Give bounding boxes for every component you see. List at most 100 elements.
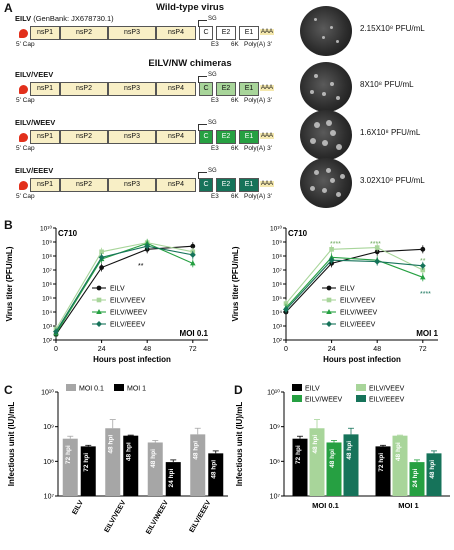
structural-protein-segment: E1 bbox=[239, 82, 259, 96]
sg-label: SG bbox=[208, 168, 217, 174]
y-tick-label: 10⁸ bbox=[42, 254, 52, 261]
y-tick-label: 10³ bbox=[43, 324, 53, 331]
plaque-spot bbox=[336, 144, 342, 150]
bar-label: 48 hpi bbox=[312, 435, 319, 454]
construct-name-text: EILV/WEEV bbox=[15, 118, 56, 127]
bar-label: 48 hpi bbox=[193, 441, 200, 460]
five-prime-cap-label: 5' Cap bbox=[16, 41, 35, 48]
point-marker bbox=[96, 309, 102, 314]
6k-label: 6K bbox=[231, 97, 239, 104]
y-tick-label: 10⁷ bbox=[44, 494, 55, 501]
plaque-spot bbox=[326, 120, 332, 126]
bar-label: 72 hpi bbox=[83, 453, 90, 472]
category-label: EILV bbox=[71, 499, 85, 516]
legend-label: EILV/WEEV bbox=[110, 310, 148, 317]
point-marker bbox=[326, 309, 332, 314]
x-tick-label: 72 bbox=[189, 346, 197, 353]
y-tick-label: 10⁸ bbox=[43, 459, 54, 466]
e3-label: E3 bbox=[211, 97, 219, 104]
titer-value: 1.6X10⁸ PFU/mL bbox=[360, 128, 421, 137]
bar-label: 48 hpi bbox=[108, 435, 115, 454]
ns-protein-segment: nsP4 bbox=[156, 82, 196, 96]
point-marker bbox=[326, 321, 332, 327]
plaque-spot bbox=[310, 186, 315, 191]
legend-label: MOI 1 bbox=[127, 386, 146, 393]
point-marker bbox=[96, 321, 102, 327]
point-marker bbox=[374, 258, 381, 265]
legend-swatch bbox=[356, 395, 366, 402]
bar-chart-by-virus: 10⁷ 10⁸ 10⁹ 10¹⁰ Infectious unit (IU)/mL 72 h… bbox=[7, 384, 228, 536]
bar bbox=[326, 442, 342, 496]
genbank-accession: (GenBank: JX678730.1) bbox=[31, 14, 114, 23]
y-axis-label: Infectious unit (IU)/mL bbox=[235, 402, 244, 487]
point-marker bbox=[420, 267, 426, 273]
legend-label: EILV/EEEV bbox=[340, 322, 376, 329]
polya-label: Poly(A) 3' bbox=[244, 97, 272, 104]
point-marker bbox=[420, 246, 426, 252]
series-line bbox=[285, 248, 423, 313]
plaque-spot bbox=[326, 168, 331, 173]
legend-swatch bbox=[292, 395, 302, 402]
bar-label: 48 hpi bbox=[429, 460, 436, 479]
series-line bbox=[285, 247, 424, 304]
legend-label: EILV/VEEV bbox=[369, 386, 405, 393]
legend-label: EILV/WEEV bbox=[305, 397, 343, 404]
y-tick-label: 10⁷ bbox=[42, 268, 52, 275]
ns-protein-segment: nsP3 bbox=[108, 82, 156, 96]
point-marker bbox=[53, 328, 59, 335]
bar bbox=[147, 442, 163, 496]
bar bbox=[375, 446, 391, 496]
bar-label: 72 hpi bbox=[378, 453, 385, 472]
cell-line-label: C710 bbox=[58, 229, 78, 238]
construct-name: EILV (GenBank: JX678730.1) bbox=[15, 14, 114, 23]
point-marker bbox=[190, 243, 196, 249]
y-tick-label: 10² bbox=[273, 338, 283, 345]
structural-protein-segment: C bbox=[199, 178, 213, 192]
legend-label: EILV bbox=[110, 286, 125, 293]
bar-label: 48 hpi bbox=[395, 442, 402, 461]
bar bbox=[105, 428, 121, 496]
bar bbox=[190, 434, 206, 496]
bar bbox=[426, 453, 442, 496]
bar bbox=[292, 438, 308, 496]
ns-protein-segment: nsP3 bbox=[108, 178, 156, 192]
bar-label: 48 hpi bbox=[329, 449, 336, 468]
point-marker bbox=[189, 251, 196, 258]
construct-name-text: EILV bbox=[15, 14, 32, 23]
panel-label-b: B bbox=[4, 218, 13, 232]
structural-protein-segment: E1 bbox=[239, 130, 259, 144]
plaque-spot bbox=[330, 178, 335, 183]
ns-protein-segment: nsP2 bbox=[60, 130, 108, 144]
polya-tail: AAA bbox=[260, 181, 275, 187]
cap-icon bbox=[19, 29, 28, 38]
x-tick-label: 48 bbox=[143, 346, 151, 353]
ns-protein-segment: nsP2 bbox=[60, 178, 108, 192]
construct-name-text: EILV/EEEV bbox=[15, 166, 54, 175]
plaque-image bbox=[300, 110, 352, 160]
y-axis-label: Infectious unit (IU)/mL bbox=[7, 402, 16, 487]
bar-label: 72 hpi bbox=[65, 445, 72, 464]
five-prime-cap-label: 5' Cap bbox=[16, 145, 35, 152]
y-tick-label: 10⁶ bbox=[42, 282, 52, 289]
y-tick-label: 10⁵ bbox=[272, 296, 282, 303]
bar-label: 24 hpi bbox=[168, 469, 175, 488]
plaque-spot bbox=[322, 36, 325, 39]
construct-name: EILV/EEEV bbox=[15, 166, 53, 175]
y-tick-label: 10⁹ bbox=[269, 424, 280, 431]
legend-label: EILV/EEEV bbox=[110, 322, 146, 329]
y-tick-label: 10⁸ bbox=[272, 254, 282, 261]
bar-label: 48 hpi bbox=[346, 441, 353, 460]
plaque-spot bbox=[330, 130, 336, 136]
point-marker bbox=[419, 262, 426, 269]
legend-label: EILV/WEEV bbox=[340, 310, 378, 317]
plaque-spot bbox=[310, 90, 314, 94]
x-tick-label: 24 bbox=[98, 346, 106, 353]
cell-line-label: C710 bbox=[288, 229, 308, 238]
point-marker bbox=[283, 306, 289, 313]
construct-name: EILV/WEEV bbox=[15, 118, 55, 127]
y-tick-label: 10⁶ bbox=[272, 282, 282, 289]
chimera-title: EILV/NW chimeras bbox=[148, 58, 232, 69]
structural-protein-segment: C bbox=[199, 130, 213, 144]
condition-label: MOI 1 bbox=[416, 329, 438, 338]
bar-chart-by-moi: 10⁷ 10⁸ 10⁹ 10¹⁰ Infectious unit (IU)/mL 72 h… bbox=[235, 384, 450, 510]
